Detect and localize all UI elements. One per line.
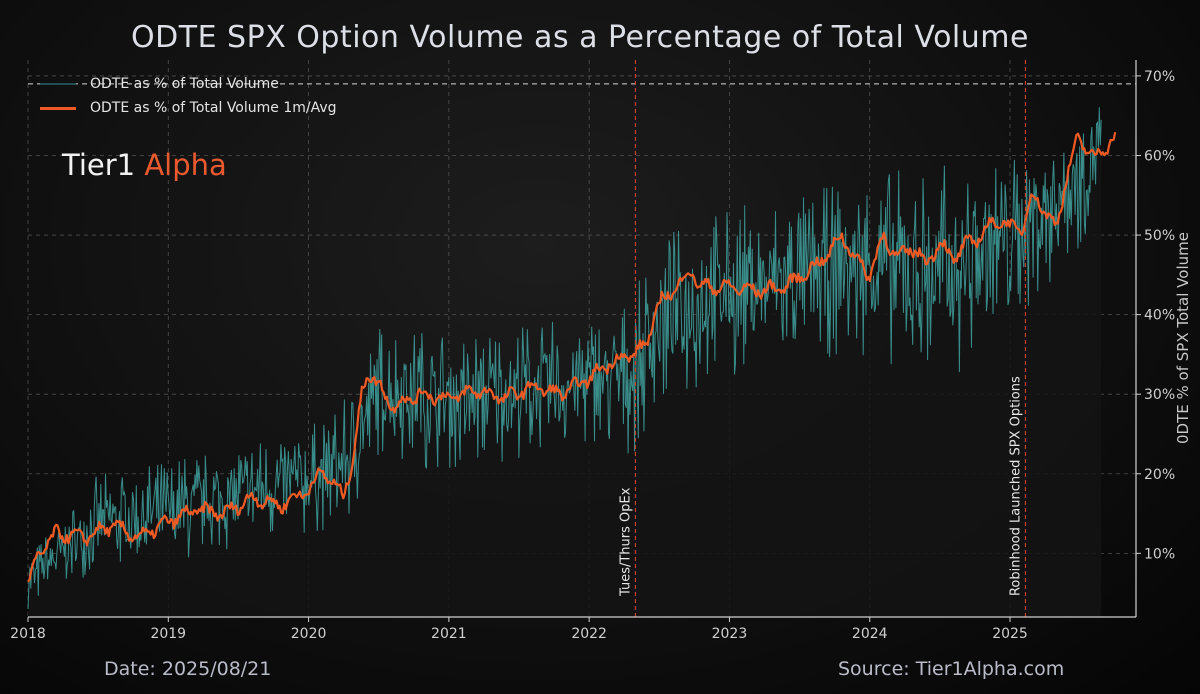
- x-tick-label: 2021: [431, 626, 467, 642]
- y-tick-label: 20%: [1144, 467, 1175, 483]
- x-tick-label: 2023: [712, 626, 748, 642]
- legend-swatch-avg: [40, 106, 76, 110]
- y-tick-label: 40%: [1144, 308, 1175, 324]
- x-tick-label: 2025: [992, 626, 1028, 642]
- y-tick-label: 50%: [1144, 228, 1175, 244]
- brand-accent: Alpha: [144, 148, 227, 182]
- legend-label-raw: ODTE as % of Total Volume: [90, 76, 279, 92]
- y-tick-label: 70%: [1144, 69, 1175, 85]
- event-label-0: Tues/Thurs OpEx: [618, 487, 633, 597]
- y-tick-label: 10%: [1144, 546, 1175, 562]
- legend-item-raw: ODTE as % of Total Volume: [40, 72, 337, 96]
- y-tick-label: 30%: [1144, 387, 1175, 403]
- legend-label-avg: ODTE as % of Total Volume 1m/Avg: [90, 100, 337, 116]
- avg-series-line: [27, 131, 1117, 583]
- x-tick-label: 2022: [571, 626, 607, 642]
- legend-swatch-raw: [40, 83, 76, 85]
- y-axis-label: 0DTE % of SPX Total Volume: [1174, 232, 1192, 444]
- chart-title: ODTE SPX Option Volume as a Percentage o…: [131, 20, 1029, 55]
- footer-source: Source: Tier1Alpha.com: [838, 658, 1065, 680]
- brand-logo: Tier1 Alpha: [62, 148, 227, 182]
- x-tick-label: 2019: [150, 626, 186, 642]
- x-tick-label: 2018: [10, 626, 46, 642]
- legend-item-avg: ODTE as % of Total Volume 1m/Avg: [40, 96, 337, 120]
- raw-series-area: [28, 107, 1102, 618]
- y-tick-label: 60%: [1144, 148, 1175, 164]
- event-label-1: Robinhood Launched SPX Options: [1008, 376, 1023, 596]
- brand-primary: Tier1: [62, 148, 136, 182]
- x-tick-label: 2024: [852, 626, 888, 642]
- footer-date: Date: 2025/08/21: [104, 658, 272, 680]
- legend: ODTE as % of Total Volume ODTE as % of T…: [40, 72, 337, 120]
- x-tick-label: 2020: [291, 626, 327, 642]
